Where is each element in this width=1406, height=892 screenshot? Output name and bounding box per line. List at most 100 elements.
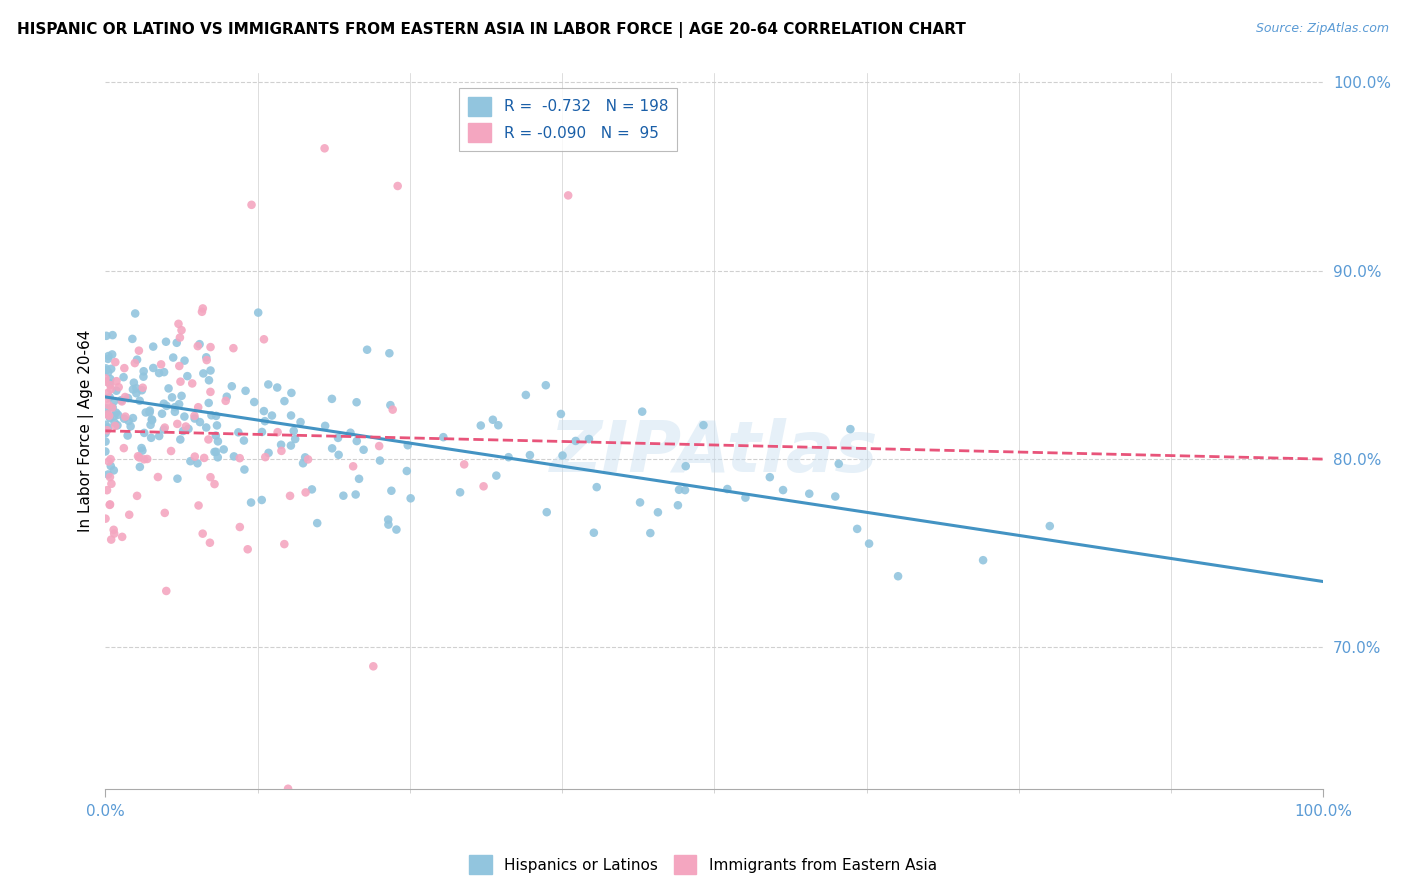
Point <box>368 453 391 467</box>
Point <box>170 323 193 337</box>
Point <box>101 347 124 361</box>
Point <box>94 375 117 389</box>
Point <box>858 536 880 550</box>
Point <box>396 438 419 452</box>
Point <box>142 361 165 376</box>
Point <box>195 353 218 368</box>
Point <box>98 497 121 511</box>
Point <box>368 439 391 453</box>
Point <box>103 526 125 541</box>
Point <box>534 378 557 392</box>
Point <box>110 393 132 408</box>
Point <box>449 485 471 500</box>
Point <box>101 401 124 415</box>
Point <box>100 361 122 376</box>
Point <box>96 407 118 421</box>
Point <box>666 498 689 512</box>
Point <box>278 489 301 503</box>
Point <box>96 423 118 437</box>
Point <box>339 425 361 440</box>
Point <box>395 464 418 478</box>
Point <box>188 337 211 351</box>
Point <box>195 420 218 434</box>
Point <box>94 361 117 376</box>
Point <box>204 428 226 442</box>
Point <box>100 476 122 491</box>
Point <box>122 383 145 397</box>
Point <box>122 376 145 390</box>
Point <box>198 535 221 549</box>
Point <box>197 396 219 410</box>
Point <box>200 363 222 377</box>
Point <box>197 433 219 447</box>
Point <box>498 450 520 465</box>
Point <box>172 424 194 438</box>
Point <box>163 405 186 419</box>
Point <box>283 424 305 438</box>
Point <box>205 445 228 459</box>
Point <box>191 305 214 319</box>
Point <box>131 384 153 398</box>
Point <box>353 442 375 457</box>
Point <box>174 419 197 434</box>
Point <box>163 400 186 414</box>
Point <box>387 179 409 194</box>
Point <box>105 384 128 398</box>
Point <box>132 381 155 395</box>
Point <box>118 508 141 522</box>
Point <box>314 418 336 433</box>
Point <box>193 367 215 381</box>
Point <box>132 364 155 378</box>
Point <box>153 420 176 434</box>
Point <box>112 361 135 376</box>
Point <box>204 445 226 459</box>
Point <box>215 393 238 408</box>
Point <box>166 472 188 486</box>
Point <box>104 418 127 433</box>
Point <box>104 355 127 369</box>
Point <box>472 479 495 493</box>
Point <box>839 422 862 436</box>
Point <box>675 459 697 474</box>
Point <box>105 406 128 420</box>
Point <box>377 513 399 527</box>
Point <box>105 374 128 388</box>
Point <box>631 405 654 419</box>
Point <box>200 470 222 484</box>
Point <box>121 332 143 346</box>
Point <box>162 351 184 365</box>
Point <box>266 425 288 439</box>
Point <box>141 412 163 426</box>
Point <box>125 386 148 401</box>
Point <box>117 428 139 442</box>
Point <box>243 395 266 409</box>
Point <box>470 418 492 433</box>
Point <box>222 450 245 464</box>
Point <box>134 425 156 440</box>
Point <box>193 450 215 465</box>
Point <box>195 351 218 365</box>
Point <box>280 409 302 423</box>
Point <box>647 505 669 519</box>
Point <box>142 340 165 354</box>
Point <box>169 359 191 373</box>
Point <box>94 434 117 449</box>
Point <box>294 485 316 500</box>
Point <box>98 409 121 423</box>
Point <box>170 389 193 403</box>
Point <box>716 482 738 496</box>
Point <box>177 422 200 436</box>
Point <box>101 328 124 343</box>
Point <box>127 450 149 464</box>
Point <box>132 452 155 467</box>
Point <box>97 454 120 468</box>
Point <box>160 390 183 404</box>
Point <box>551 449 574 463</box>
Point <box>250 493 273 508</box>
Point <box>98 411 121 425</box>
Point <box>887 569 910 583</box>
Point <box>253 332 276 346</box>
Point <box>173 409 195 424</box>
Point <box>97 467 120 482</box>
Point <box>378 346 401 360</box>
